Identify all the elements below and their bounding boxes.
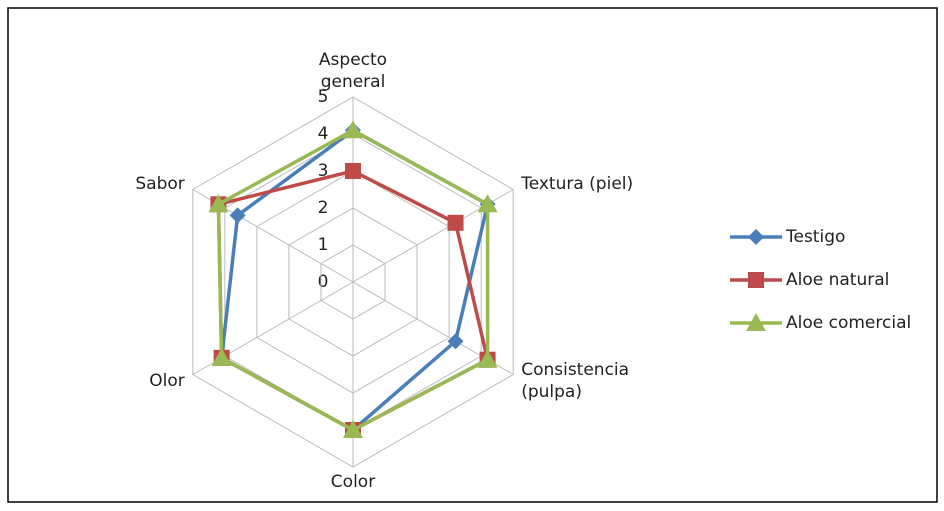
category-label: Sabor (135, 173, 185, 194)
r-tick-label: 3 (318, 161, 329, 181)
marker (447, 333, 464, 350)
marker (345, 163, 361, 179)
marker (343, 420, 363, 438)
r-tick-label: 4 (318, 124, 329, 144)
r-tick-label: 1 (318, 235, 329, 255)
marker (748, 272, 764, 288)
category-label: Textura (piel) (521, 173, 634, 194)
legend-label: Testigo (785, 227, 845, 247)
marker (748, 229, 764, 245)
marker (447, 214, 464, 231)
r-tick-label: 0 (318, 272, 329, 292)
marker (477, 194, 498, 213)
marker (211, 347, 232, 366)
legend-label: Aloe comercial (786, 313, 911, 333)
frame (7, 7, 938, 503)
category-label: Aspecto general (318, 50, 388, 92)
marker (746, 313, 766, 331)
category-label: Color (330, 472, 376, 492)
marker (229, 207, 246, 224)
r-tick-label: 5 (318, 87, 329, 107)
category-label: Olor (149, 370, 185, 391)
marker (477, 349, 498, 368)
marker (208, 194, 229, 213)
category-label: Consistencia (pulpa) (521, 359, 630, 402)
legend-label: Aloe natural (786, 270, 889, 290)
marker (343, 120, 363, 139)
r-tick-label: 2 (318, 198, 329, 218)
